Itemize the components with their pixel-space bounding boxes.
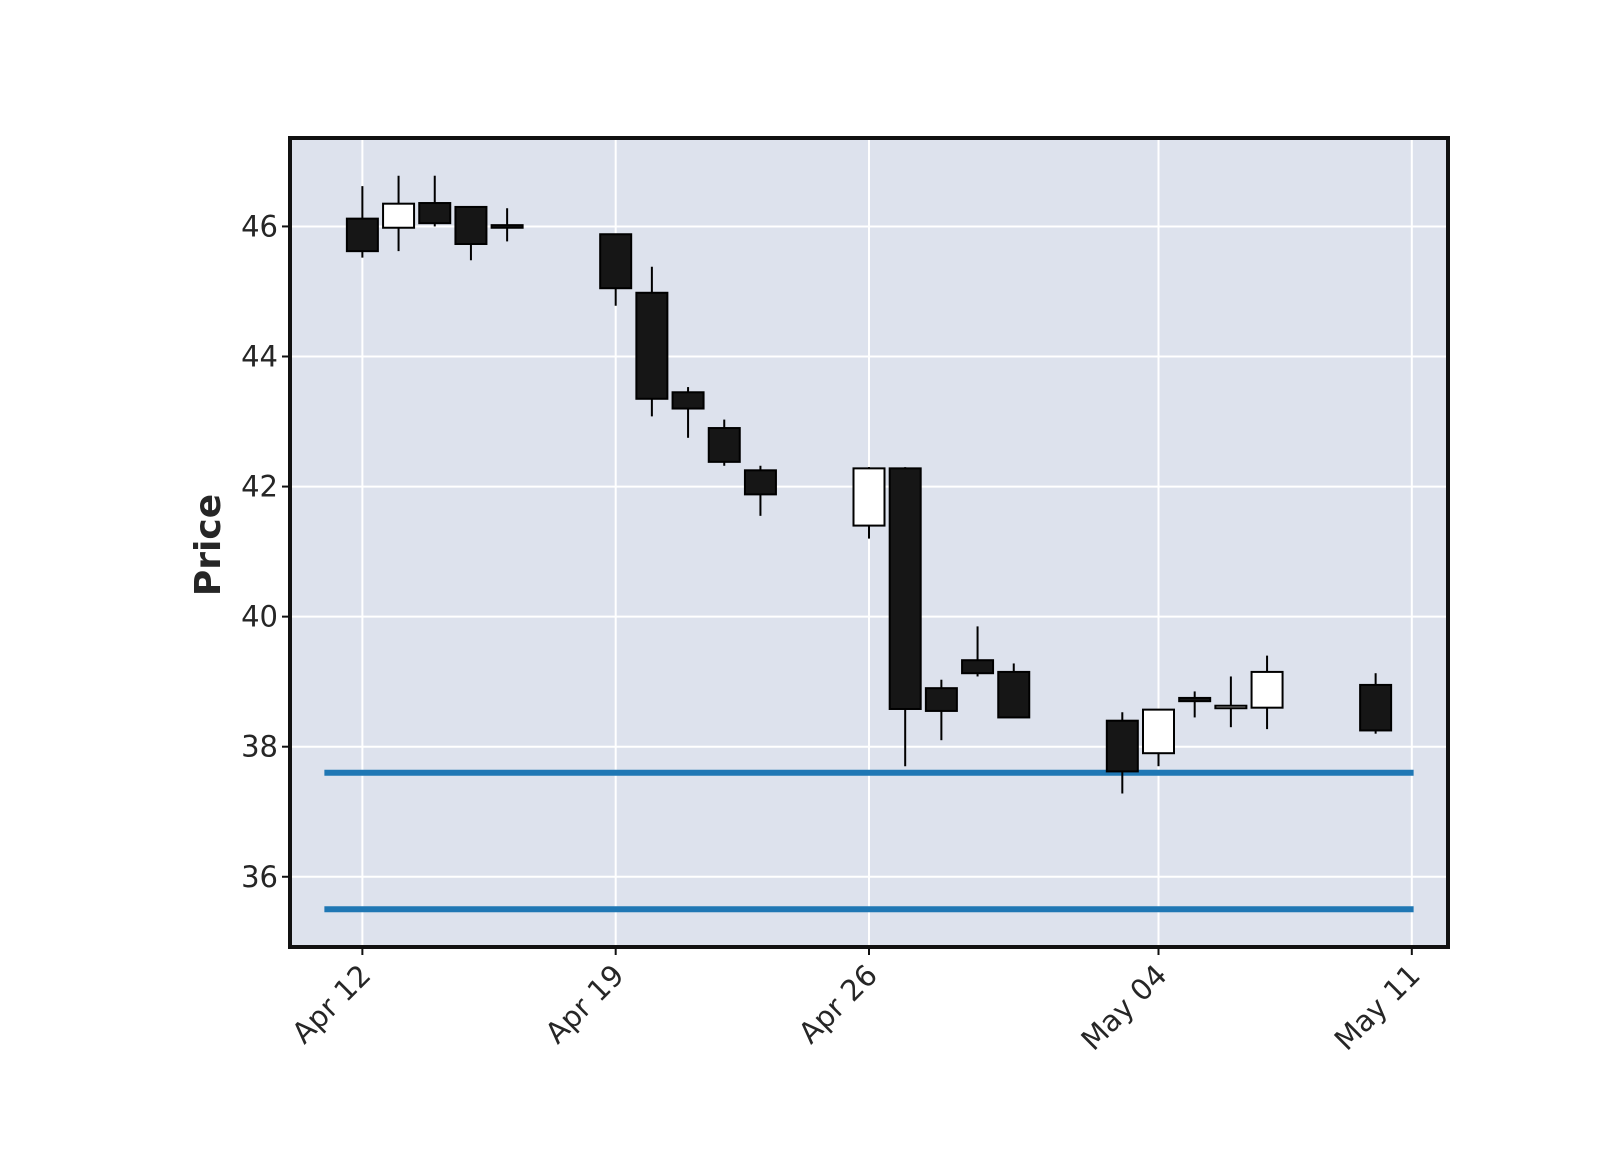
candle xyxy=(1105,712,1139,794)
x-tick-label: Apr 12 xyxy=(285,958,377,1050)
y-tick-label: 40 xyxy=(241,600,278,634)
candle-body xyxy=(743,469,777,496)
candle-body xyxy=(382,202,416,229)
candles xyxy=(345,175,1393,794)
y-axis-label: Price xyxy=(188,494,229,596)
candle xyxy=(1250,655,1284,730)
candle-body xyxy=(852,467,886,527)
x-tick-label: Apr 26 xyxy=(792,958,884,1050)
y-tick-label: 42 xyxy=(241,470,278,504)
y-tick-label: 36 xyxy=(241,860,278,894)
candle xyxy=(924,679,958,741)
candle-body xyxy=(671,391,705,410)
candle xyxy=(1359,673,1393,734)
candle-body xyxy=(924,687,958,712)
candle-body xyxy=(888,467,922,710)
candle-body xyxy=(418,202,452,225)
horizontal-lines xyxy=(324,769,1414,913)
candle-body xyxy=(1214,704,1248,710)
candle-body xyxy=(454,205,488,246)
candle xyxy=(454,205,488,261)
candle xyxy=(1142,708,1175,767)
candle xyxy=(671,387,705,438)
candle-body xyxy=(997,670,1031,719)
candle-body xyxy=(707,427,741,463)
x-tick-label: Apr 19 xyxy=(539,958,631,1050)
candle xyxy=(997,663,1031,719)
candle xyxy=(707,419,741,466)
candle xyxy=(490,208,524,242)
candle xyxy=(345,186,379,258)
candle-body xyxy=(635,291,669,400)
candle xyxy=(418,175,452,227)
candle-body xyxy=(1250,670,1284,709)
candle xyxy=(382,175,416,252)
x-tick-label: May 11 xyxy=(1328,958,1427,1057)
candle-body xyxy=(1359,683,1393,732)
candle xyxy=(1178,691,1212,718)
y-tick-label: 46 xyxy=(241,209,278,243)
y-tick-label: 38 xyxy=(241,730,278,764)
candle-body xyxy=(599,233,633,290)
candle xyxy=(635,266,669,417)
candle-body xyxy=(345,217,379,253)
candle xyxy=(888,467,922,767)
x-tick-label: May 04 xyxy=(1074,958,1173,1057)
candle-body xyxy=(1142,708,1175,755)
y-axis: 36 38 40 42 44 46 xyxy=(241,209,290,894)
candle xyxy=(599,233,633,306)
candle xyxy=(852,467,886,539)
x-axis: Apr 12 Apr 19 Apr 26 May 04 May 11 xyxy=(285,947,1427,1057)
candle-body xyxy=(961,659,995,675)
candle xyxy=(961,626,995,677)
candle-body xyxy=(1105,719,1139,773)
candle xyxy=(743,465,777,516)
y-tick-label: 44 xyxy=(241,340,278,374)
candle xyxy=(1214,676,1248,728)
candle-body xyxy=(490,224,524,229)
candle-body xyxy=(1178,696,1212,703)
